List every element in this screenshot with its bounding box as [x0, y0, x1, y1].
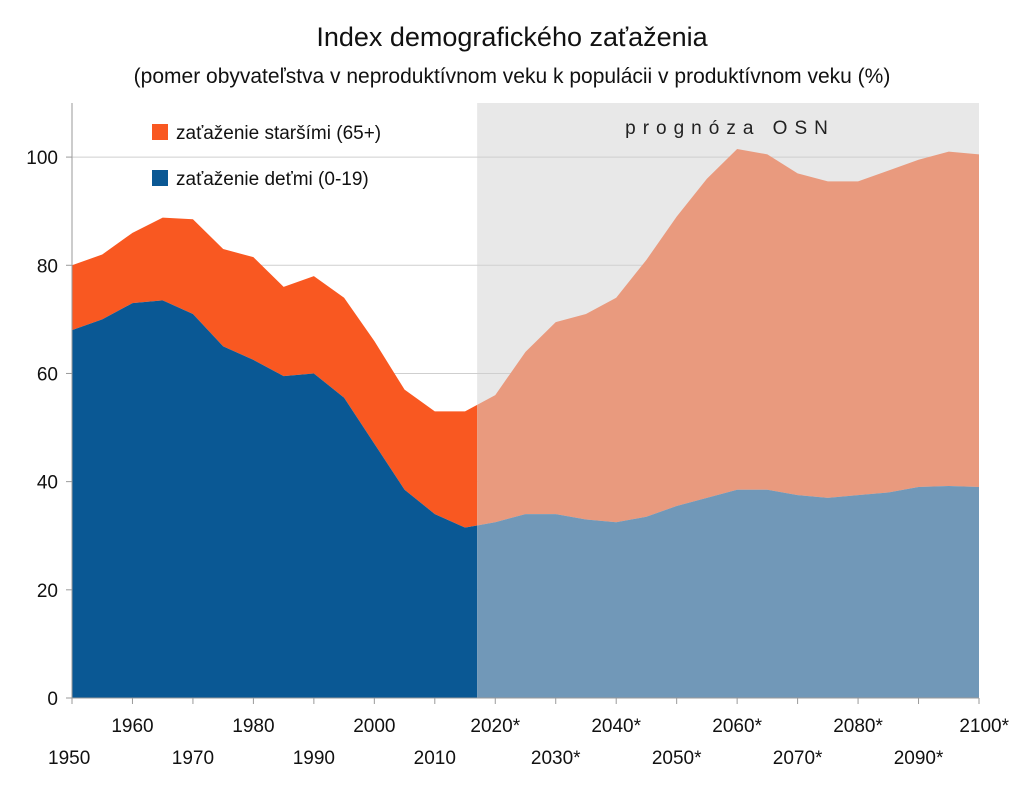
area-children-forecast	[477, 485, 979, 698]
x-tick-label-2030: 2030*	[531, 748, 581, 769]
legend-swatch-0	[152, 124, 168, 140]
x-tick-label-2090: 2090*	[894, 748, 944, 769]
x-tick-label-2070: 2070*	[773, 748, 823, 769]
x-tick-label-2040: 2040*	[591, 716, 641, 737]
y-tick-label-20: 20	[37, 581, 58, 602]
axes	[71, 103, 979, 699]
chart-title: Index demografického zaťaženia	[316, 22, 708, 52]
y-axis-ticks: 0 20 40 60 80 100	[26, 148, 72, 710]
x-tick-label-2020: 2020*	[470, 716, 520, 737]
x-tick-label-2050: 2050*	[652, 748, 702, 769]
x-tick-label-1990: 1990	[293, 748, 335, 769]
y-tick-label-60: 60	[37, 364, 58, 385]
area-elderly-historical	[72, 217, 478, 528]
area-elderly-forecast	[477, 148, 979, 526]
y-tick-label-80: 80	[37, 256, 58, 277]
y-tick-label-100: 100	[26, 148, 58, 169]
legend-label-0: zaťaženie staršími (65+)	[176, 123, 381, 144]
chart-subtitle: (pomer obyvateľstva v neproduktívnom vek…	[133, 65, 891, 88]
x-tick-label-1950: 1950	[48, 748, 90, 769]
x-tick-label-1960: 1960	[111, 716, 153, 737]
x-axis-ticks: 1950 1960 1970 1980 1990 2000 2010 2020* 2030* 20…	[48, 698, 1010, 769]
x-tick-label-1980: 1980	[232, 716, 274, 737]
x-tick-label-2080: 2080*	[833, 716, 883, 737]
chart-areas	[72, 148, 979, 698]
legend-label-1: zaťaženie deťmi (0-19)	[176, 169, 369, 190]
x-tick-label-2100: 2100*	[959, 716, 1009, 737]
x-tick-label-2010: 2010	[414, 748, 456, 769]
x-tick-label-2060: 2060*	[712, 716, 762, 737]
legend-swatch-1	[152, 170, 168, 186]
y-tick-label-0: 0	[47, 689, 58, 710]
x-tick-label-1970: 1970	[172, 748, 214, 769]
legend: zaťaženie staršími (65+) zaťaženie deťmi …	[152, 123, 381, 190]
forecast-annotation: prognóza OSN	[625, 118, 835, 139]
x-tick-label-2000: 2000	[353, 716, 395, 737]
y-tick-label-40: 40	[37, 473, 58, 494]
area-children-historical	[72, 300, 478, 698]
